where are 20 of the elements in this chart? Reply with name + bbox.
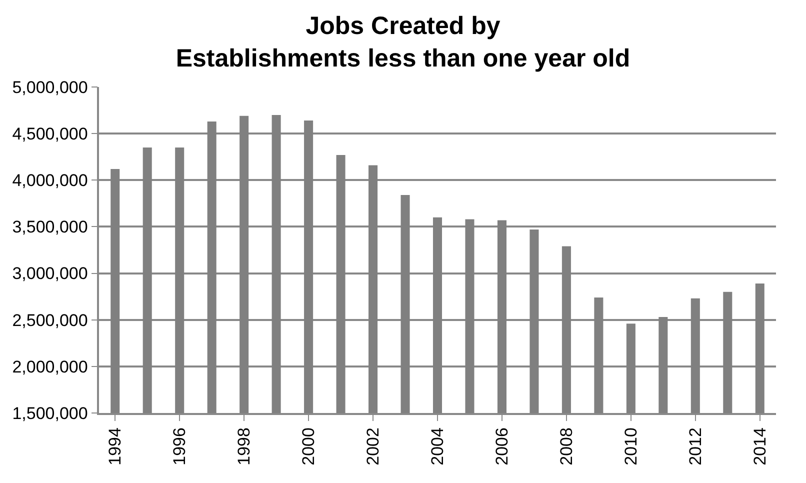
x-tick-label: 2010 <box>621 428 640 466</box>
y-tick-label: 5,000,000 <box>12 78 88 97</box>
x-tick-label: 2004 <box>428 428 448 466</box>
x-tick-label: 1998 <box>234 428 254 466</box>
chart-title: Jobs Created by Establishments less than one year old <box>176 12 630 72</box>
x-tick-label: 2000 <box>299 428 318 466</box>
y-tick-label: 4,500,000 <box>12 124 88 144</box>
y-tick-label: 2,500,000 <box>12 310 88 330</box>
y-tick-label: 3,000,000 <box>12 264 88 284</box>
y-tick-label: 1,500,000 <box>12 404 88 423</box>
y-tick-label: 3,500,000 <box>12 218 88 237</box>
x-tick-label: 2002 <box>364 428 383 466</box>
x-tick-label: 1994 <box>106 428 125 466</box>
y-tick-label: 4,000,000 <box>12 171 88 190</box>
x-tick-label: 2006 <box>492 428 512 466</box>
x-tick-label: 2012 <box>686 428 705 466</box>
x-tick-label: 2014 <box>750 428 770 466</box>
x-tick-label: 1996 <box>170 428 190 466</box>
y-tick-label: 2,000,000 <box>12 357 88 376</box>
x-tick-label: 2008 <box>556 428 576 466</box>
